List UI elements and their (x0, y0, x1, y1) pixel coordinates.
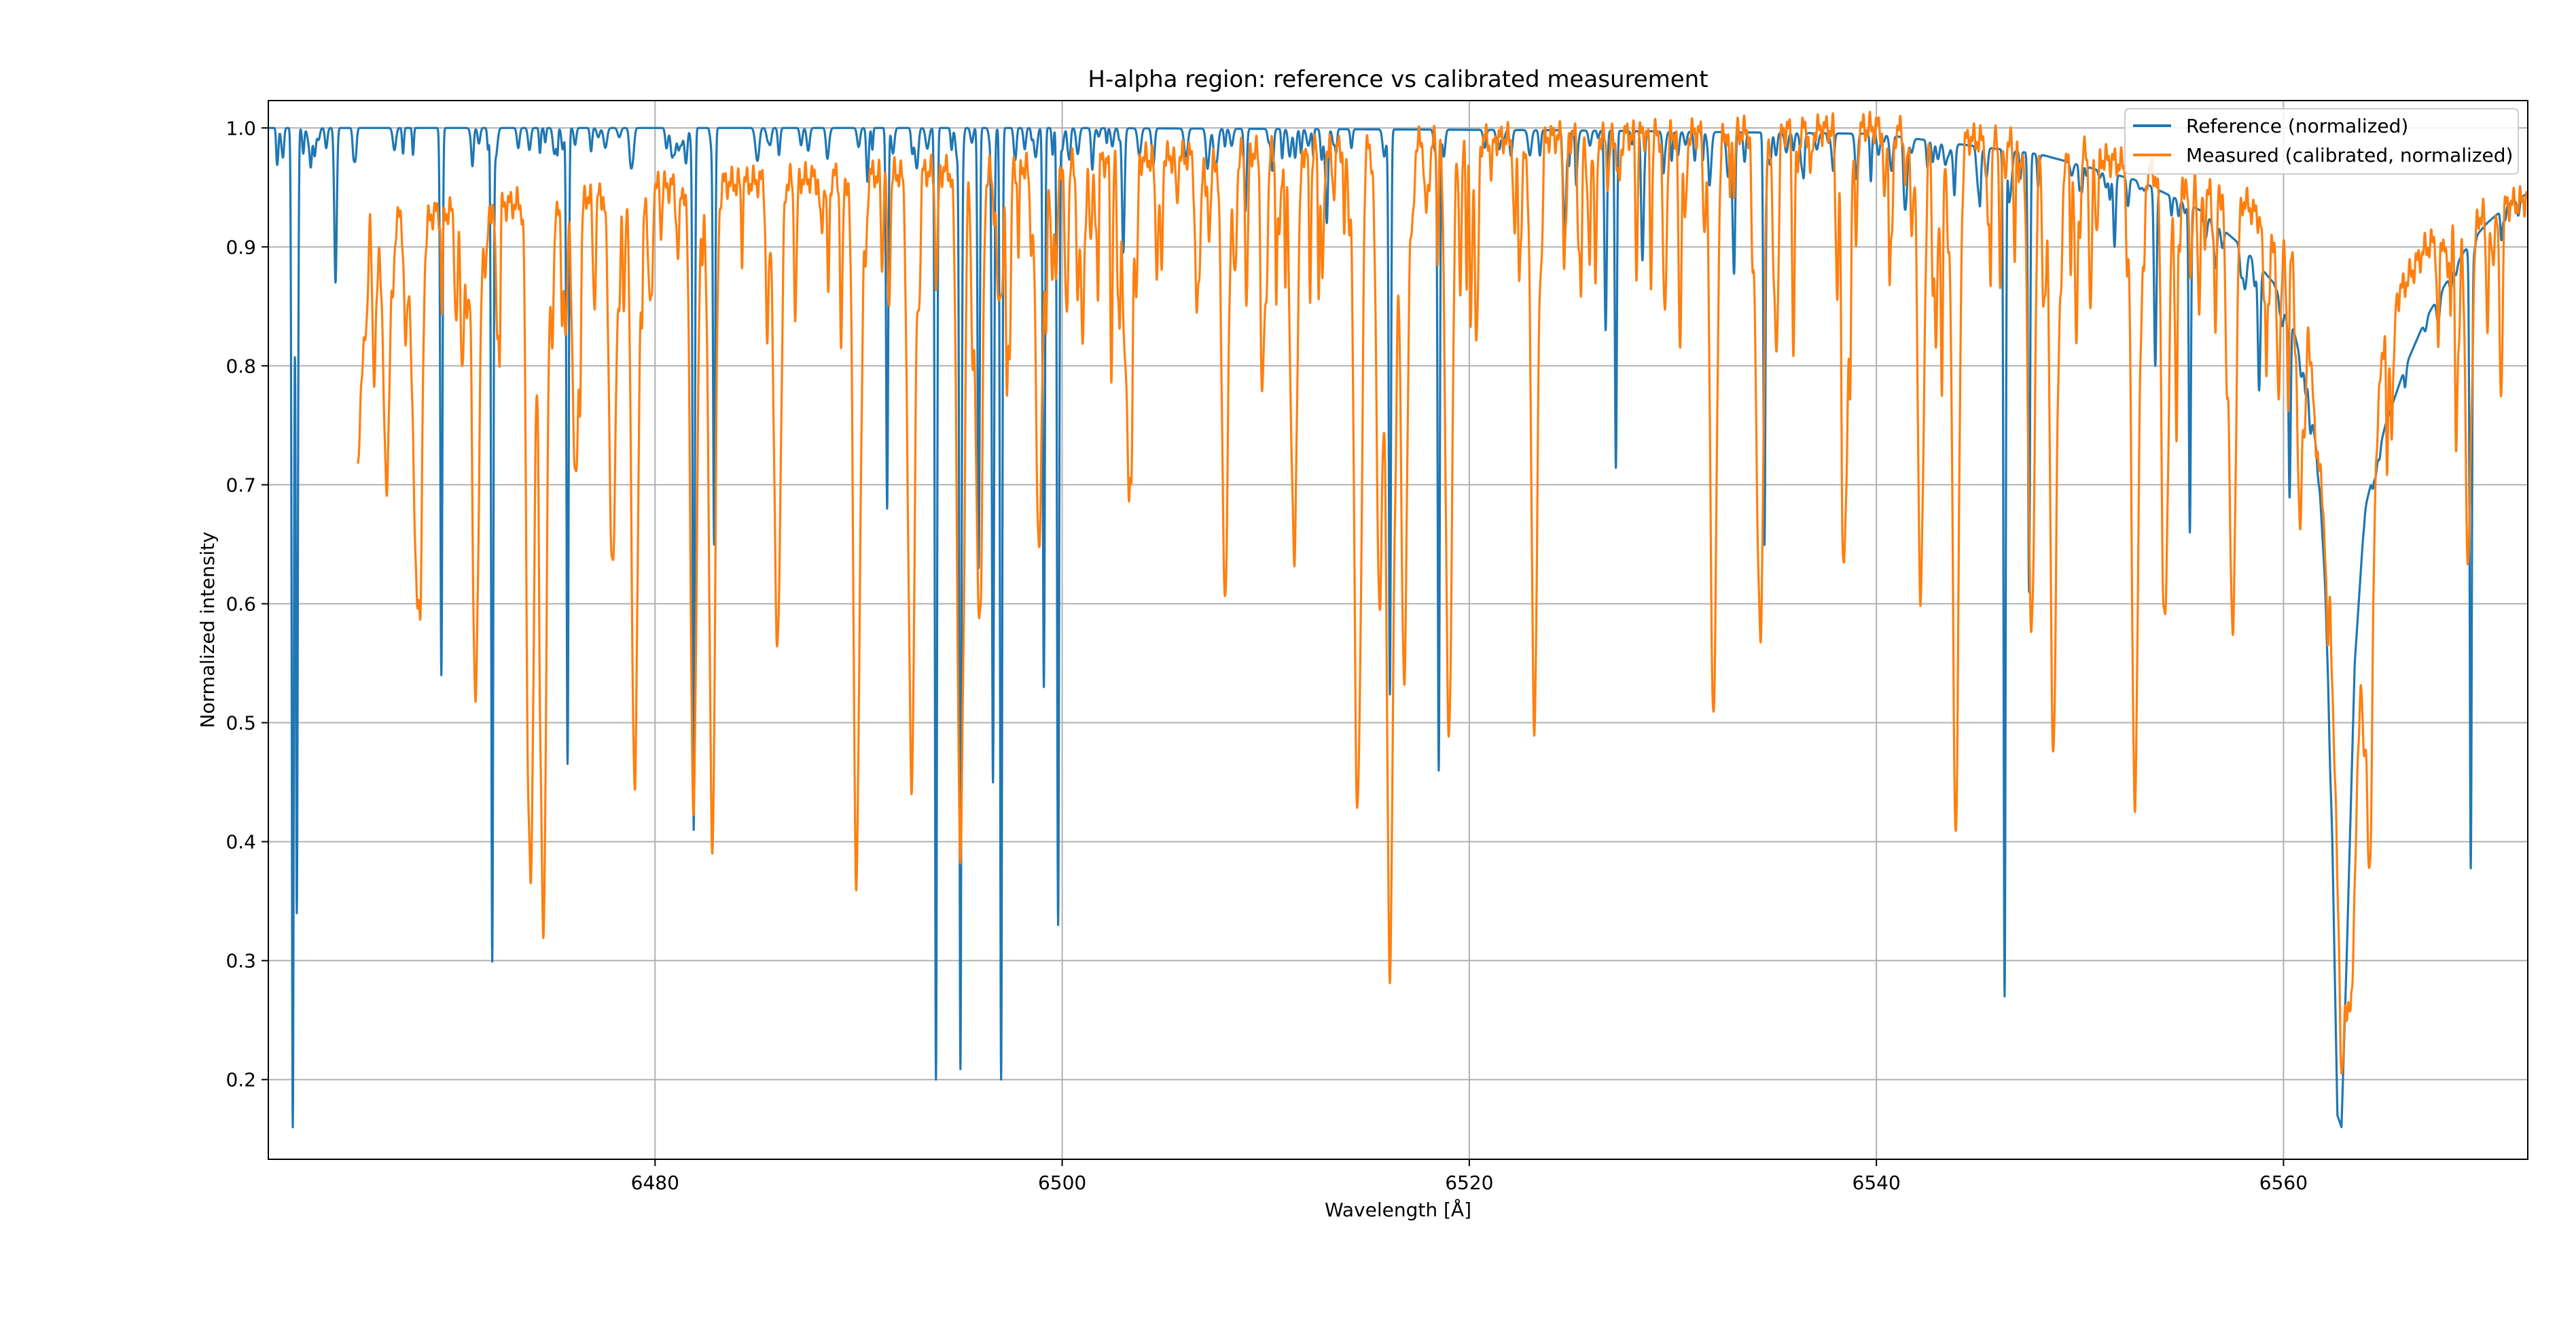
plot-frame (268, 100, 2528, 1160)
y-tick-label: 0.5 (226, 712, 256, 735)
legend-box (2124, 108, 2519, 175)
x-tick-labels: 6480 6500 6520 6540 6560 (631, 1172, 2308, 1194)
y-tick-label: 1.0 (226, 117, 256, 139)
legend-label-reference: Reference (normalized) (2186, 115, 2408, 137)
x-tick-label: 6520 (1445, 1172, 1493, 1194)
y-tick-label: 0.9 (226, 236, 256, 258)
x-tick-label: 6500 (1038, 1172, 1086, 1194)
y-tick-label: 0.3 (226, 950, 256, 972)
ticks (262, 127, 2285, 1166)
x-tick-label: 6480 (631, 1172, 679, 1194)
legend-label-measured: Measured (calibrated, normalized) (2186, 144, 2513, 166)
x-axis-label: Wavelength [Å] (1325, 1198, 1471, 1221)
chart-title: H-alpha region: reference vs calibrated … (1088, 66, 1708, 93)
x-tick-label: 6560 (2259, 1172, 2308, 1194)
y-tick-label: 0.4 (226, 831, 256, 853)
grid (268, 101, 2528, 1159)
reference-spectrum-line (267, 126, 2528, 1129)
plot-background (268, 101, 2528, 1159)
y-tick-label: 0.8 (226, 355, 256, 377)
y-axis-label: Normalized intensity (196, 531, 219, 728)
y-tick-label: 0.7 (226, 474, 256, 496)
series-layer (267, 111, 2528, 1129)
legend: Reference (normalized) Measured (calibra… (2124, 108, 2519, 175)
y-tick-label: 0.6 (226, 593, 256, 615)
y-tick-labels: 0.2 0.3 0.4 0.5 0.6 0.7 0.8 0.9 1.0 (226, 117, 256, 1091)
x-tick-label: 6540 (1853, 1172, 1901, 1194)
y-tick-label: 0.2 (226, 1069, 256, 1091)
measured-spectrum-line (357, 111, 2528, 1075)
